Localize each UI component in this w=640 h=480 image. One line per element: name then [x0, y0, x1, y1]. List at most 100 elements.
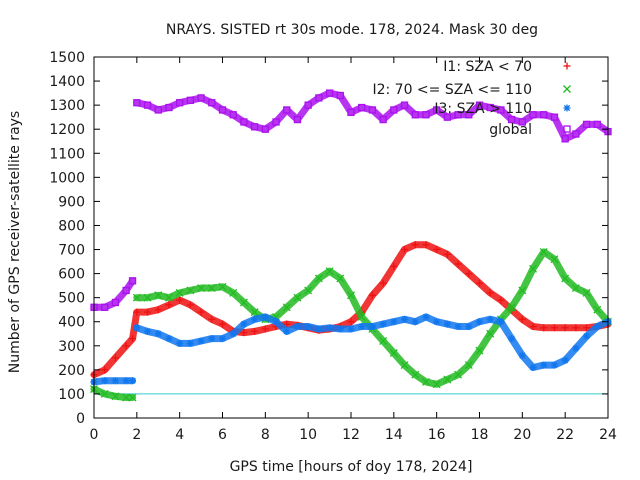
y-tick-label: 200 [58, 363, 85, 379]
data-point [154, 306, 162, 314]
data-point [100, 389, 109, 398]
legend-marker [563, 125, 571, 133]
data-point [443, 250, 451, 258]
data-point [261, 125, 269, 133]
y-tick-label: 500 [58, 291, 85, 307]
data-point [454, 370, 463, 379]
data-point [561, 135, 569, 143]
series-band [90, 241, 612, 379]
data-point [411, 241, 419, 249]
data-point [539, 247, 548, 256]
x-tick-label: 18 [471, 427, 489, 443]
x-tick-label: 22 [556, 427, 574, 443]
data-point [540, 111, 548, 119]
x-tick-label: 12 [342, 427, 360, 443]
data-point [208, 335, 216, 343]
data-point [165, 301, 173, 309]
data-point [497, 106, 505, 114]
data-point [497, 318, 505, 326]
data-point [208, 315, 216, 323]
y-tick-label: 0 [76, 411, 85, 427]
data-point [390, 318, 398, 326]
data-point [347, 318, 355, 326]
data-point [433, 318, 441, 326]
data-point [433, 246, 441, 254]
y-tick-label: 1500 [49, 50, 85, 66]
data-point [572, 324, 580, 332]
data-point [293, 115, 302, 124]
chart-title: NRAYS. SISTED rt 30s mode. 178, 2024. Ma… [166, 22, 538, 38]
data-point [176, 339, 184, 347]
x-tick-label: 4 [175, 427, 184, 443]
data-point [518, 286, 527, 295]
data-point [197, 308, 205, 316]
data-point [475, 346, 484, 355]
data-point [122, 286, 130, 295]
data-point [218, 106, 227, 114]
data-point [207, 284, 216, 292]
data-point [518, 315, 526, 323]
legend-label: I3: SZA > 110 [434, 101, 532, 117]
data-point [101, 303, 109, 311]
series-3 [90, 313, 612, 386]
data-point [529, 111, 537, 119]
data-point [464, 361, 473, 370]
data-point [507, 115, 516, 124]
data-point [443, 113, 452, 121]
data-point [550, 255, 559, 264]
data-point [572, 130, 580, 138]
data-point [261, 325, 269, 333]
y-tick-label: 700 [58, 243, 85, 259]
data-point [240, 329, 248, 337]
data-point [101, 366, 109, 374]
legend-marker [563, 62, 571, 70]
data-point [561, 274, 570, 283]
data-point [315, 325, 323, 333]
data-point [176, 296, 184, 304]
data-point [129, 335, 137, 343]
plot-data-layer [90, 89, 612, 402]
data-point [443, 375, 452, 384]
data-point [368, 106, 377, 114]
y-tick-label: 1200 [49, 122, 85, 138]
x-tick-label: 24 [599, 427, 617, 443]
data-point [176, 99, 184, 107]
data-point [465, 111, 473, 119]
data-point [122, 393, 131, 402]
legend-label: global [489, 122, 532, 138]
legend-marker [563, 85, 571, 93]
data-point [154, 106, 162, 114]
data-point [454, 111, 462, 119]
data-point [219, 335, 226, 343]
data-point [358, 103, 366, 112]
data-point [518, 351, 526, 359]
data-point [465, 270, 473, 278]
data-point [175, 288, 184, 297]
y-tick-label: 1000 [49, 170, 85, 186]
data-point [421, 377, 430, 386]
data-point [111, 377, 119, 385]
data-point [240, 118, 248, 126]
data-point [582, 288, 591, 297]
data-point [208, 99, 216, 107]
data-point [283, 320, 291, 328]
data-point [336, 91, 344, 100]
data-point [111, 354, 119, 362]
data-point [186, 339, 194, 347]
data-point [336, 325, 344, 333]
data-point [218, 282, 227, 291]
data-point [144, 327, 152, 335]
data-point [476, 279, 483, 287]
y-tick-label: 900 [58, 194, 85, 210]
data-point [304, 101, 312, 109]
data-point [133, 99, 141, 107]
data-point [132, 293, 141, 302]
data-point [229, 330, 237, 338]
data-point [283, 106, 291, 114]
data-point [486, 289, 494, 297]
x-axis-ticks: 0 2 4 6 8 10 12 14 16 18 20 22 24 [90, 57, 617, 443]
data-point [128, 277, 137, 285]
x-tick-label: 6 [218, 427, 227, 443]
data-point [401, 315, 409, 323]
data-point [154, 291, 163, 300]
